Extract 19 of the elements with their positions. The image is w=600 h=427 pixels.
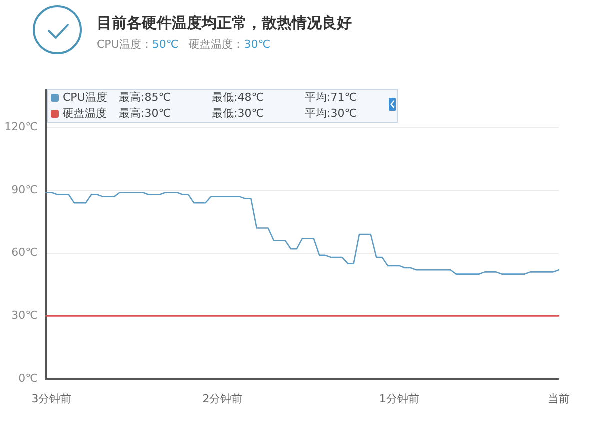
y-tick-label: 90℃ [12, 183, 38, 196]
x-tick-label: 3分钟前 [32, 392, 72, 406]
annotation: 平均:30℃ [305, 106, 358, 122]
annotation: 平均:71℃ [305, 90, 358, 106]
chart-title: 目前各硬件温度均正常，散热情况良好 [97, 14, 352, 33]
annotation: 最高:30℃ [119, 106, 172, 122]
x-tick-label: 1分钟前 [379, 392, 420, 406]
x-tick-label: 当前 [548, 392, 570, 406]
annotation: 最低:30℃ [212, 106, 264, 122]
annotation: 最低:48℃ [212, 90, 264, 106]
y-tick-label: 120℃ [4, 120, 38, 134]
y-tick-label: 0℃ [18, 372, 38, 385]
legend-label: 硬盘温度 [63, 106, 107, 122]
y-tick-label: 30℃ [12, 309, 38, 322]
legend-label: CPU温度 [63, 90, 108, 106]
annotation: 最高:85℃ [119, 90, 172, 106]
chart-subtitle: CPU温度：50℃ 硬盘温度：30℃ [97, 38, 271, 51]
x-tick-label: 2分钟前 [202, 392, 243, 406]
y-tick-label: 60℃ [12, 246, 38, 260]
